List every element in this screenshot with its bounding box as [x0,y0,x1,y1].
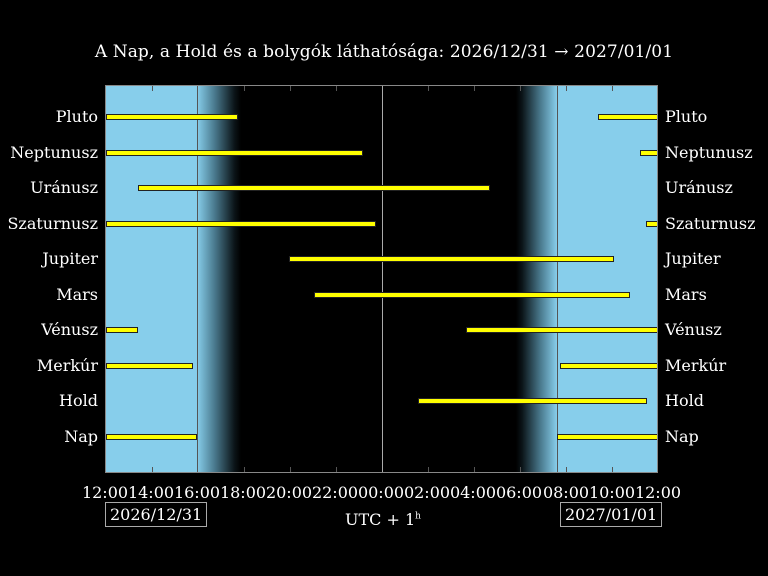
tick-top [474,86,475,91]
tick-bottom [290,467,291,472]
y-label-jupiter: Jupiter [42,249,98,268]
visibility-bar-nap [106,434,197,440]
visibility-bar-neptunusz [640,150,657,156]
x-tick-label: 08:00 [542,483,590,502]
sunset-line [197,86,198,472]
tick-bottom [428,467,429,472]
midnight-line [382,86,383,472]
chart-title: A Nap, a Hold és a bolygók láthatósága: … [94,42,674,62]
y-label-jupiter: Jupiter [665,249,721,268]
tick-bottom [566,467,567,472]
tick-bottom [520,467,521,472]
visibility-bar-nap [557,434,657,440]
tick-top [612,86,613,91]
day-region-right [557,86,657,472]
y-label-mars: Mars [56,285,98,304]
y-label-pluto: Pluto [55,107,98,126]
visibility-bar-uránusz [138,185,490,191]
y-label-uranusz: Uránusz [30,178,98,197]
start-date-box: 2026/12/31 [105,502,208,527]
y-label-szaturnusz: Szaturnusz [7,214,98,233]
x-tick-label: 12:00 [81,483,129,502]
end-date-box: 2027/01/01 [560,502,663,527]
x-tick-label: 18:00 [219,483,267,502]
tick-bottom [336,467,337,472]
y-label-merkur: Merkúr [36,356,98,375]
tick-top [244,86,245,91]
x-tick-label: 14:00 [127,483,175,502]
visibility-bar-merkúr [560,363,657,369]
y-label-nap: Nap [665,427,699,446]
y-label-nap: Nap [64,427,98,446]
y-label-hold: Hold [665,391,704,410]
tick-top [428,86,429,91]
visibility-bar-szaturnusz [106,221,376,227]
day-region-left [106,86,197,472]
x-tick-label: 06:00 [495,483,543,502]
tick-bottom [474,467,475,472]
visibility-bar-merkúr [106,363,193,369]
tick-bottom [612,467,613,472]
timezone-unit: h [415,511,421,522]
x-tick-label: 02:00 [403,483,451,502]
visibility-bar-pluto [106,114,238,120]
visibility-bar-mars [314,292,630,298]
visibility-bar-pluto [598,114,657,120]
tick-top [566,86,567,91]
tick-top [290,86,291,91]
timezone-label: UTC + 1h [345,510,421,529]
dawn-gradient [516,86,557,472]
visibility-bar-hold [418,398,647,404]
visibility-bar-jupiter [289,256,614,262]
y-label-venusz: Vénusz [665,320,722,339]
x-tick-label: 04:00 [449,483,497,502]
sunrise-line [557,86,558,472]
x-tick-label: 22:00 [311,483,359,502]
y-label-mars: Mars [665,285,707,304]
dusk-gradient [197,86,241,472]
y-label-neptunusz: Neptunusz [10,143,98,162]
y-label-neptunusz: Neptunusz [665,143,753,162]
y-label-uranusz: Uránusz [665,178,733,197]
tick-top [336,86,337,91]
y-label-merkur: Merkúr [665,356,727,375]
x-tick-label: 16:00 [173,483,221,502]
timezone-text: UTC + 1 [345,510,416,529]
visibility-bar-szaturnusz [646,221,657,227]
tick-bottom [244,467,245,472]
y-label-szaturnusz: Szaturnusz [665,214,756,233]
x-tick-label: 20:00 [265,483,313,502]
tick-bottom [152,467,153,472]
y-label-hold: Hold [59,391,98,410]
x-tick-label: 12:00 [634,483,682,502]
visibility-bar-vénusz [106,327,138,333]
tick-top [152,86,153,91]
tick-top [520,86,521,91]
x-tick-label: 00:00 [357,483,405,502]
y-label-venusz: Vénusz [41,320,98,339]
x-tick-label: 10:00 [588,483,636,502]
visibility-bar-neptunusz [106,150,363,156]
y-label-pluto: Pluto [665,107,708,126]
plot-area [105,85,658,473]
visibility-bar-vénusz [466,327,657,333]
